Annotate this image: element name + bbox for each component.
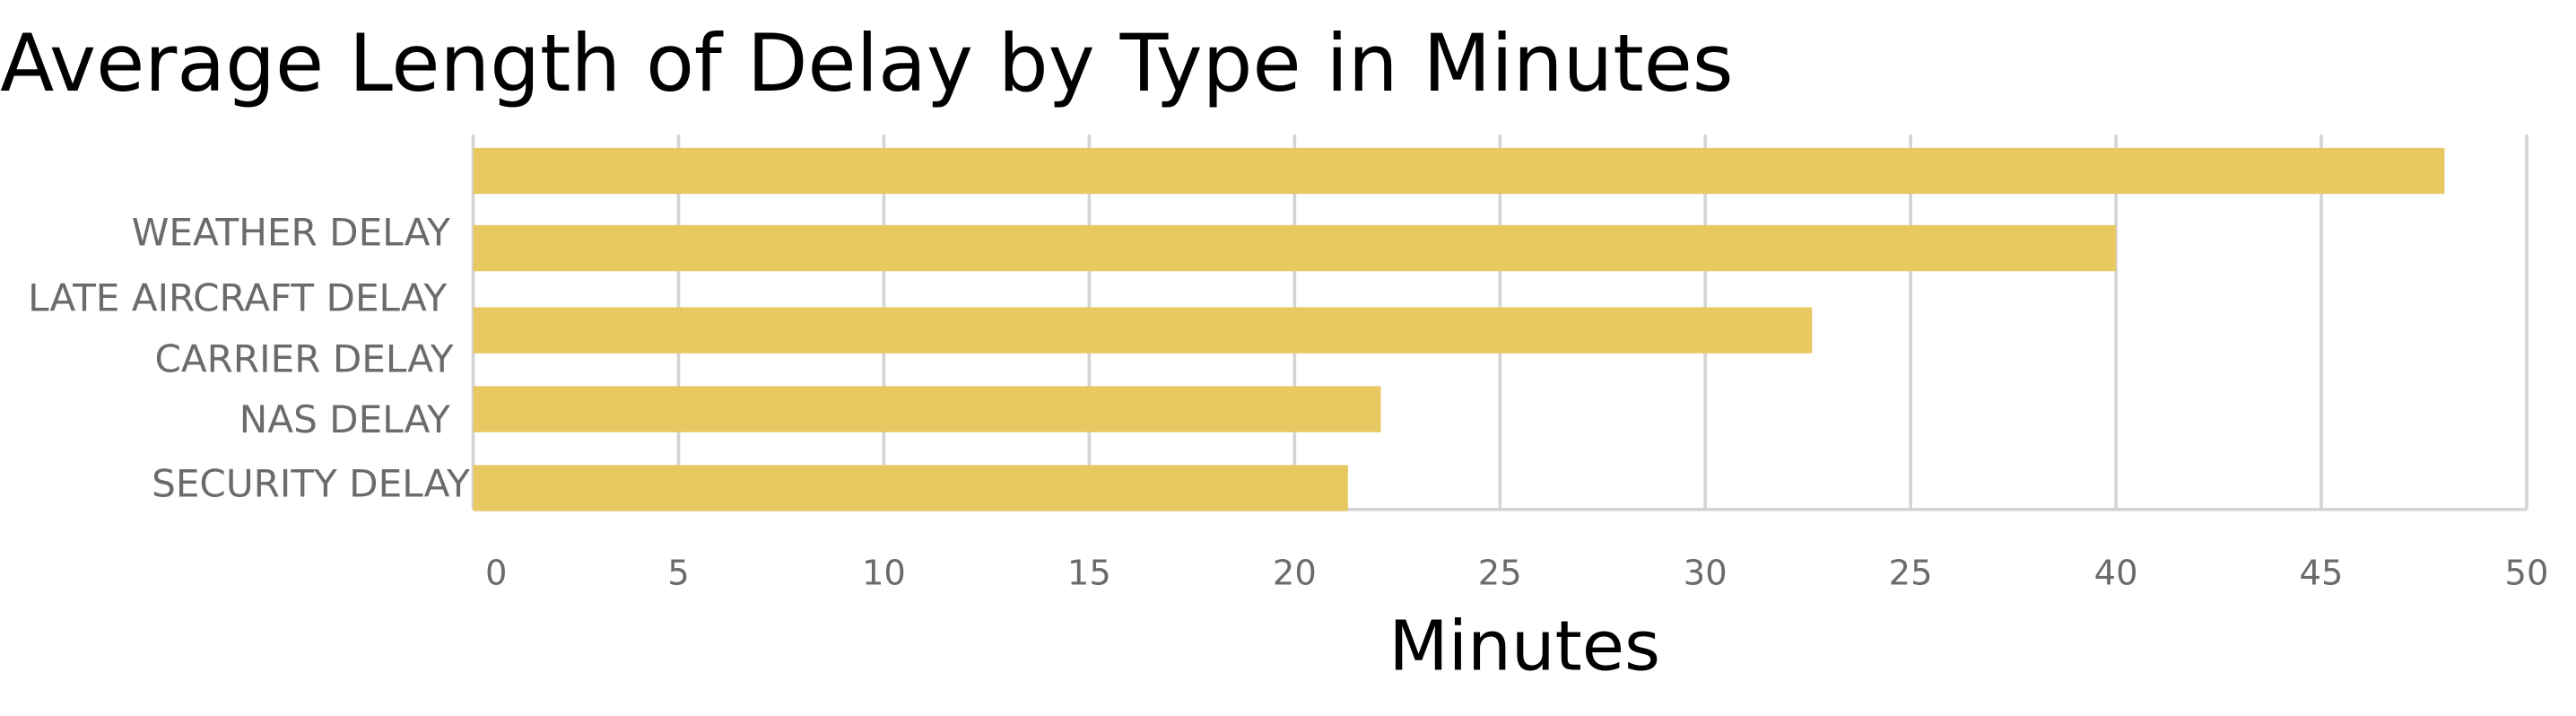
x-axis-title: Minutes xyxy=(1388,607,1660,686)
x-tick-label: 20 xyxy=(1273,554,1317,594)
y-tick-label: LATE AIRCRAFT DELAY xyxy=(28,276,447,320)
x-tick-label: 30 xyxy=(1684,554,1727,594)
x-tick-label: 10 xyxy=(862,554,906,594)
bar xyxy=(473,224,2117,272)
chart-title: Average Length of Delay by Type in Minut… xyxy=(0,17,1734,109)
x-tick-label: 15 xyxy=(1067,554,1111,594)
bar xyxy=(473,307,1813,354)
bar xyxy=(473,465,1348,511)
x-tick-label: 25 xyxy=(1478,554,1522,594)
bar xyxy=(473,386,1381,432)
x-tick-label: 5 xyxy=(667,554,689,594)
x-tick-label: 0 xyxy=(485,554,507,594)
x-tick-label: 45 xyxy=(2300,554,2344,594)
x-tick-label: 50 xyxy=(2505,554,2549,594)
x-tick-label: 25 xyxy=(1889,554,1933,594)
bar xyxy=(473,147,2445,195)
y-tick-label: NAS DELAY xyxy=(239,397,450,441)
x-tick-label: 40 xyxy=(2094,554,2138,594)
y-tick-label: WEATHER DELAY xyxy=(132,210,450,254)
y-tick-label: CARRIER DELAY xyxy=(154,336,453,380)
y-tick-label: SECURITY DELAY xyxy=(152,462,470,506)
